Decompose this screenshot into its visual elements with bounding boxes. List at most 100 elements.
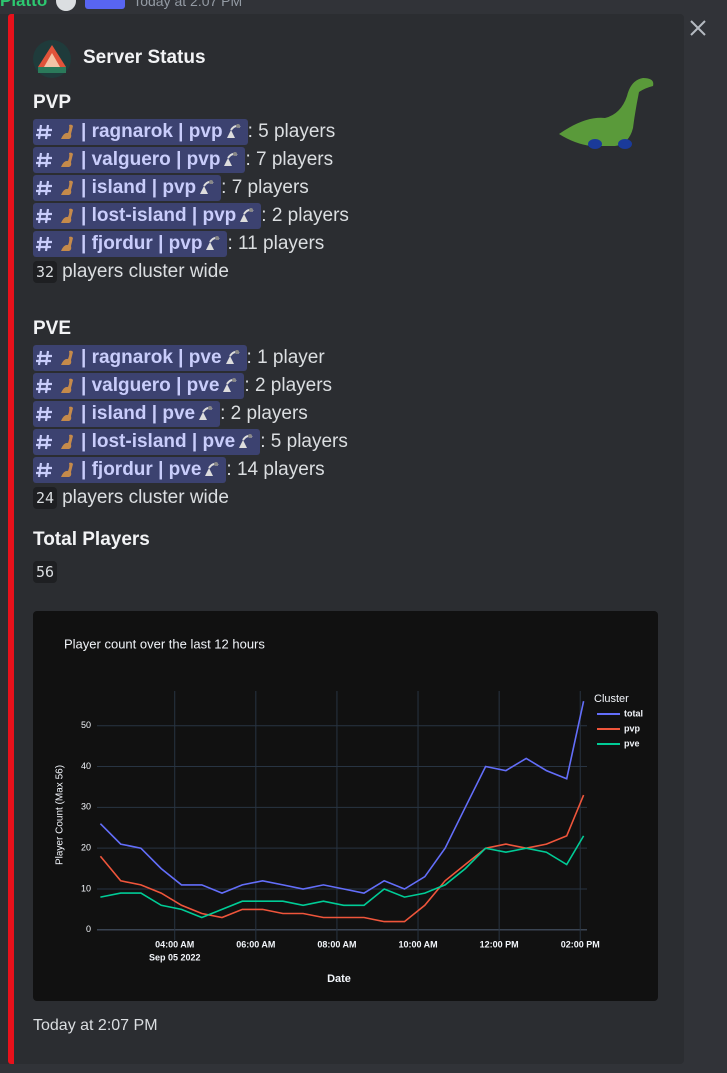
player-count: : 11 players — [227, 233, 325, 254]
emoji — [61, 152, 73, 167]
channel-name: | fjordur | pvp — [81, 233, 203, 254]
channel-name: | island | pve — [81, 403, 196, 424]
bot-tag — [85, 0, 126, 9]
series-line — [99, 794, 585, 923]
timestamp: Today at 2:07 PM — [133, 0, 243, 9]
channel-mention[interactable]: | fjordur | pvp — [33, 231, 228, 257]
emoji — [205, 462, 219, 476]
channel-mention[interactable]: | ragnarok | pvp — [33, 119, 248, 145]
channel-name: | lost-island | pve — [81, 431, 236, 452]
chart-image: Player count over the last 12 hours Date… — [33, 611, 658, 1001]
channel-row: | fjordur | pve : 14 players — [33, 457, 325, 483]
emoji — [61, 378, 73, 393]
cluster-text: players cluster wide — [62, 487, 229, 508]
y-tick-label: 0 — [86, 924, 91, 934]
total-title: Total Players — [33, 529, 150, 550]
player-count: : 7 players — [245, 149, 334, 170]
section-title: PVP — [33, 92, 72, 113]
channel-name: | ragnarok | pvp — [81, 121, 223, 142]
close-button[interactable] — [686, 16, 710, 40]
legend-title: Cluster — [594, 693, 629, 705]
emoji — [61, 350, 73, 365]
channel-name: | ragnarok | pve — [81, 347, 222, 368]
icon — [56, 0, 77, 11]
series-line — [99, 701, 585, 894]
x-tick-label: 08:00 AM — [317, 939, 356, 949]
player-count: : 1 player — [246, 347, 325, 368]
channel-mention[interactable]: | ragnarok | pve — [33, 345, 247, 371]
player-count: : 2 players — [244, 375, 333, 396]
legend-label: pve — [624, 738, 640, 748]
channel-mention[interactable]: | island | pve — [33, 401, 221, 427]
emoji — [225, 350, 240, 364]
channel-mention[interactable]: | island | pvp — [33, 175, 222, 201]
channel-row: | valguero | pvp: 7 players — [33, 147, 333, 173]
player-count: : 2 players — [261, 205, 349, 226]
channel-name: | island | pvp — [81, 177, 197, 198]
thumbnail — [559, 78, 654, 149]
y-tick-label: 40 — [81, 761, 91, 771]
player-count: : 14 players — [226, 459, 325, 480]
channel-row: | fjordur | pvp : 11 players — [33, 231, 324, 257]
username[interactable]: Platto — [0, 0, 48, 10]
chart: Player count over the last 12 hours Date… — [55, 636, 643, 984]
cluster-total: 32 — [33, 261, 58, 283]
channel-row: | lost-island | pvp : 2 players — [33, 203, 349, 229]
emoji — [61, 208, 73, 223]
channel-icon — [36, 180, 52, 196]
emoji — [226, 124, 241, 138]
x-date-label: Sep 05 2022 — [149, 952, 201, 962]
player-count: : 5 players — [260, 431, 348, 452]
channel-name: | fjordur | pve — [81, 459, 202, 480]
emoji — [61, 124, 73, 139]
channel-mention[interactable]: | lost-island | pve — [33, 429, 261, 455]
y-tick-label: 30 — [81, 802, 91, 812]
embed-author: Server Status — [83, 47, 206, 68]
section-title: PVE — [33, 318, 72, 339]
x-tick-label: 10:00 AM — [398, 939, 437, 949]
emoji — [200, 180, 214, 194]
channel-icon — [36, 208, 52, 224]
channel-row: | ragnarok | pvp : 5 players — [33, 119, 335, 145]
y-axis-label: Player Count (Max 56) — [55, 765, 66, 865]
cluster-row: 32 players cluster wide — [33, 259, 229, 285]
series-line — [100, 835, 585, 919]
emoji — [61, 236, 73, 251]
channel-row: | lost-island | pve : 5 players — [33, 429, 348, 455]
channel-mention[interactable]: | fjordur | pve — [33, 457, 227, 483]
emoji — [240, 208, 254, 222]
cluster-row: 24 players cluster wide — [33, 485, 229, 511]
total-row: 56 — [33, 559, 62, 585]
legend-label: pvp — [624, 723, 641, 733]
channel-icon — [36, 350, 52, 366]
chart-title: Player count over the last 12 hours — [64, 636, 265, 651]
y-tick-label: 10 — [81, 883, 91, 893]
author-avatar — [33, 40, 71, 78]
emoji — [224, 152, 238, 166]
emoji — [206, 236, 220, 250]
emoji — [199, 406, 213, 420]
channel-mention[interactable]: | lost-island | pvp — [33, 203, 262, 229]
cluster-text: players cluster wide — [62, 261, 229, 282]
channel-name: | lost-island | pvp — [81, 205, 237, 226]
channel-mention[interactable]: | valguero | pvp — [33, 147, 246, 173]
channel-icon — [36, 406, 52, 422]
x-tick-label: 04:00 AM — [155, 939, 194, 949]
channel-icon — [36, 462, 52, 478]
emoji — [61, 406, 73, 421]
channel-icon — [36, 434, 52, 450]
total-value: 56 — [33, 561, 58, 583]
channel-row: | island | pve: 2 players — [33, 401, 308, 427]
x-tick-label: 02:00 PM — [561, 939, 600, 949]
emoji — [61, 434, 73, 449]
embed-accent — [8, 14, 14, 1064]
channel-name: | valguero | pve — [81, 375, 220, 396]
player-count: : 7 players — [221, 177, 309, 198]
channel-mention[interactable]: | valguero | pve — [33, 373, 245, 399]
player-count: : 5 players — [247, 121, 336, 142]
channel-row: | island | pvp : 7 players — [33, 175, 309, 201]
channel-row: | ragnarok | pve : 1 player — [33, 345, 325, 371]
message-header: Platto Today at 2:07 PM — [0, 0, 242, 12]
emoji — [223, 378, 237, 392]
